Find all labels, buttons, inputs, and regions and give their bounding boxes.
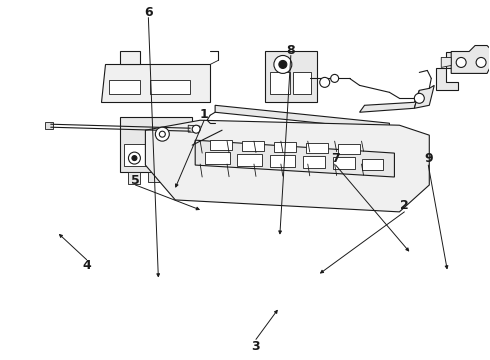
Circle shape: [132, 156, 137, 161]
Circle shape: [155, 127, 169, 141]
Circle shape: [159, 131, 165, 137]
Polygon shape: [242, 141, 264, 151]
Polygon shape: [146, 120, 429, 212]
Polygon shape: [441, 58, 451, 67]
Text: 4: 4: [82, 259, 91, 272]
Polygon shape: [205, 152, 230, 164]
Polygon shape: [128, 172, 141, 184]
Circle shape: [331, 75, 339, 82]
Text: 6: 6: [144, 6, 153, 19]
Polygon shape: [148, 172, 160, 182]
Polygon shape: [333, 157, 355, 169]
Polygon shape: [306, 143, 328, 153]
Text: 1: 1: [200, 108, 209, 121]
Circle shape: [415, 93, 424, 103]
Polygon shape: [121, 50, 141, 64]
Circle shape: [456, 58, 466, 67]
Polygon shape: [188, 125, 200, 132]
Text: 2: 2: [400, 199, 409, 212]
Polygon shape: [210, 140, 232, 150]
Polygon shape: [338, 144, 360, 154]
Polygon shape: [45, 122, 53, 129]
Polygon shape: [195, 140, 394, 177]
Polygon shape: [362, 159, 384, 170]
Polygon shape: [293, 72, 311, 94]
Circle shape: [192, 125, 200, 133]
Polygon shape: [274, 142, 296, 152]
Polygon shape: [451, 45, 490, 73]
Circle shape: [476, 58, 486, 67]
Circle shape: [279, 60, 287, 68]
Polygon shape: [124, 144, 148, 166]
Circle shape: [128, 152, 141, 164]
Polygon shape: [270, 155, 295, 167]
Polygon shape: [121, 117, 192, 172]
Text: 8: 8: [287, 44, 295, 57]
Polygon shape: [415, 85, 434, 108]
Polygon shape: [436, 68, 458, 90]
Text: 9: 9: [424, 152, 433, 165]
Polygon shape: [152, 146, 175, 166]
Text: 7: 7: [331, 152, 340, 165]
Polygon shape: [270, 72, 290, 94]
Polygon shape: [446, 53, 456, 68]
Polygon shape: [265, 50, 317, 102]
Polygon shape: [237, 154, 262, 166]
Polygon shape: [215, 105, 390, 130]
Circle shape: [319, 77, 330, 87]
Circle shape: [274, 55, 292, 73]
Polygon shape: [150, 80, 190, 94]
Text: 3: 3: [252, 340, 260, 353]
Text: 5: 5: [131, 174, 140, 186]
Polygon shape: [303, 156, 325, 168]
Polygon shape: [360, 90, 419, 112]
Polygon shape: [108, 80, 141, 94]
Polygon shape: [100, 64, 210, 102]
